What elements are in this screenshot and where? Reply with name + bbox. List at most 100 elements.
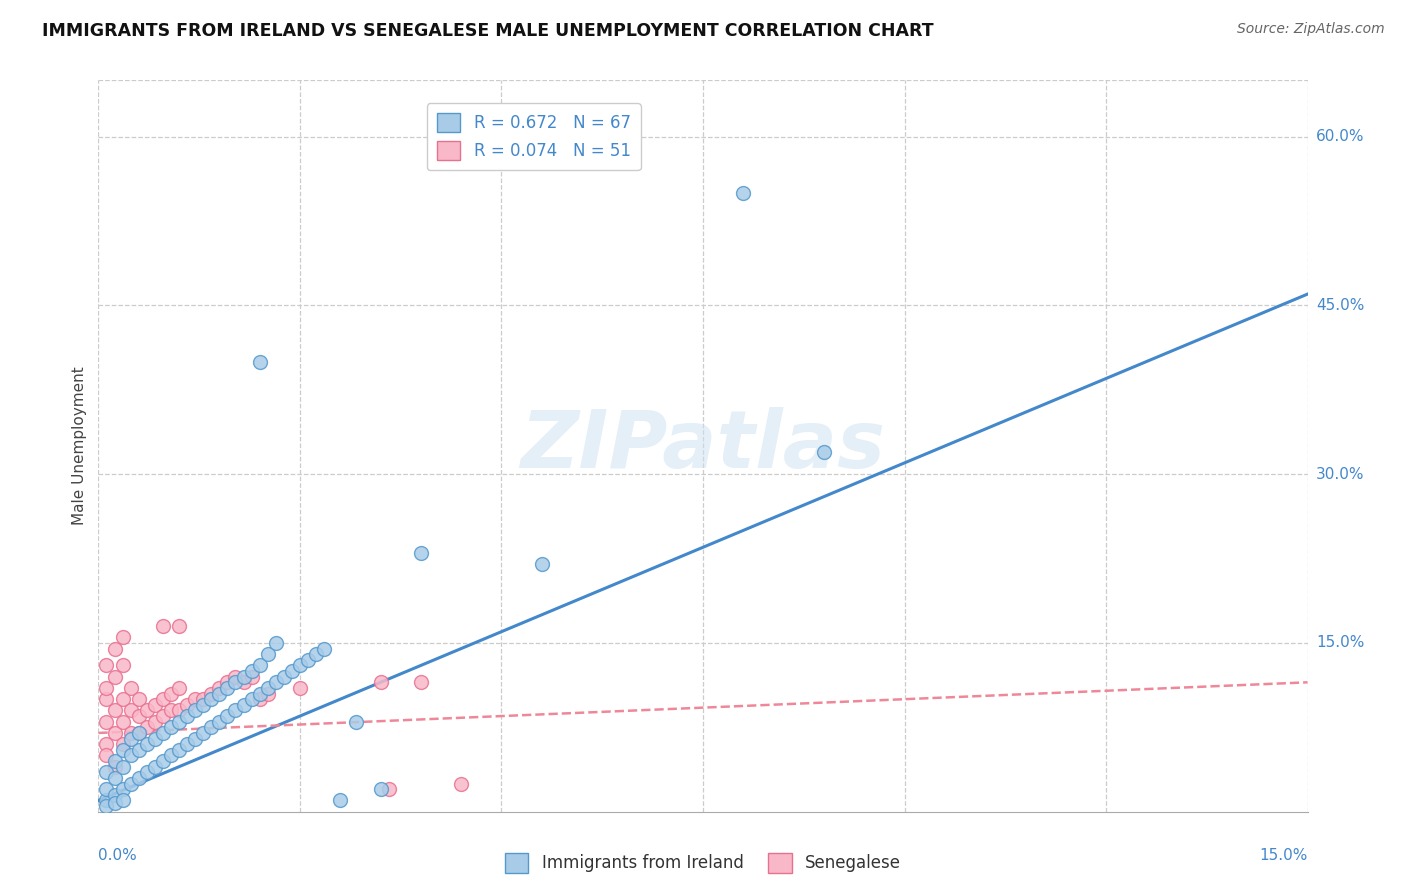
Point	[111, 793, 134, 807]
Point	[120, 681, 142, 695]
Point	[128, 709, 150, 723]
Point	[103, 641, 125, 656]
Point	[111, 743, 134, 757]
Point	[530, 557, 553, 571]
Point	[256, 687, 278, 701]
Point	[249, 354, 271, 368]
Point	[96, 799, 118, 814]
Point	[135, 737, 157, 751]
Point	[184, 692, 207, 706]
Point	[249, 692, 271, 706]
Point	[152, 692, 174, 706]
Point	[184, 703, 207, 717]
Point	[409, 675, 432, 690]
Point	[160, 687, 183, 701]
Point	[450, 776, 472, 790]
Point	[135, 765, 157, 780]
Point	[120, 776, 142, 790]
Point	[297, 653, 319, 667]
Point	[120, 731, 142, 746]
Text: 30.0%: 30.0%	[1316, 467, 1364, 482]
Point	[370, 675, 392, 690]
Point	[128, 692, 150, 706]
Text: 15.0%: 15.0%	[1260, 848, 1308, 863]
Point	[344, 714, 367, 729]
Point	[200, 687, 222, 701]
Point	[111, 737, 134, 751]
Point	[128, 771, 150, 785]
Point	[329, 793, 352, 807]
Point	[120, 703, 142, 717]
Point	[128, 726, 150, 740]
Point	[167, 681, 190, 695]
Point	[160, 703, 183, 717]
Point	[733, 186, 755, 200]
Point	[96, 658, 118, 673]
Point	[256, 647, 278, 661]
Point	[208, 681, 231, 695]
Point	[103, 754, 125, 768]
Point	[152, 709, 174, 723]
Point	[176, 737, 198, 751]
Point	[111, 760, 134, 774]
Point	[96, 714, 118, 729]
Point	[128, 743, 150, 757]
Point	[167, 703, 190, 717]
Point	[111, 782, 134, 797]
Point	[193, 726, 215, 740]
Point	[208, 714, 231, 729]
Point	[176, 709, 198, 723]
Point	[103, 703, 125, 717]
Point	[111, 630, 134, 644]
Point	[813, 444, 835, 458]
Point	[96, 692, 118, 706]
Point	[232, 698, 254, 712]
Point	[167, 714, 190, 729]
Point	[111, 714, 134, 729]
Point	[103, 788, 125, 802]
Point	[232, 675, 254, 690]
Point	[160, 720, 183, 734]
Point	[160, 748, 183, 763]
Text: 45.0%: 45.0%	[1316, 298, 1364, 313]
Text: IMMIGRANTS FROM IRELAND VS SENEGALESE MALE UNEMPLOYMENT CORRELATION CHART: IMMIGRANTS FROM IRELAND VS SENEGALESE MA…	[42, 22, 934, 40]
Point	[200, 720, 222, 734]
Point	[281, 664, 304, 678]
Point	[96, 793, 118, 807]
Point	[193, 692, 215, 706]
Point	[135, 720, 157, 734]
Point	[152, 754, 174, 768]
Point	[96, 681, 118, 695]
Point	[224, 670, 246, 684]
Point	[152, 619, 174, 633]
Point	[256, 681, 278, 695]
Point	[96, 782, 118, 797]
Point	[96, 765, 118, 780]
Point	[120, 726, 142, 740]
Text: 0.0%: 0.0%	[98, 848, 138, 863]
Point	[264, 675, 287, 690]
Point	[273, 670, 295, 684]
Point	[217, 681, 239, 695]
Point	[184, 731, 207, 746]
Point	[314, 641, 336, 656]
Text: 15.0%: 15.0%	[1316, 635, 1364, 650]
Point	[103, 796, 125, 810]
Point	[103, 670, 125, 684]
Point	[377, 782, 399, 797]
Point	[176, 698, 198, 712]
Point	[128, 726, 150, 740]
Text: 60.0%: 60.0%	[1316, 129, 1364, 144]
Point	[143, 760, 166, 774]
Text: Source: ZipAtlas.com: Source: ZipAtlas.com	[1237, 22, 1385, 37]
Point	[96, 737, 118, 751]
Point	[103, 771, 125, 785]
Point	[143, 714, 166, 729]
Point	[193, 698, 215, 712]
Point	[111, 658, 134, 673]
Point	[217, 675, 239, 690]
Point	[143, 731, 166, 746]
Point	[370, 782, 392, 797]
Legend: R = 0.672   N = 67, R = 0.074   N = 51: R = 0.672 N = 67, R = 0.074 N = 51	[427, 103, 641, 170]
Point	[103, 726, 125, 740]
